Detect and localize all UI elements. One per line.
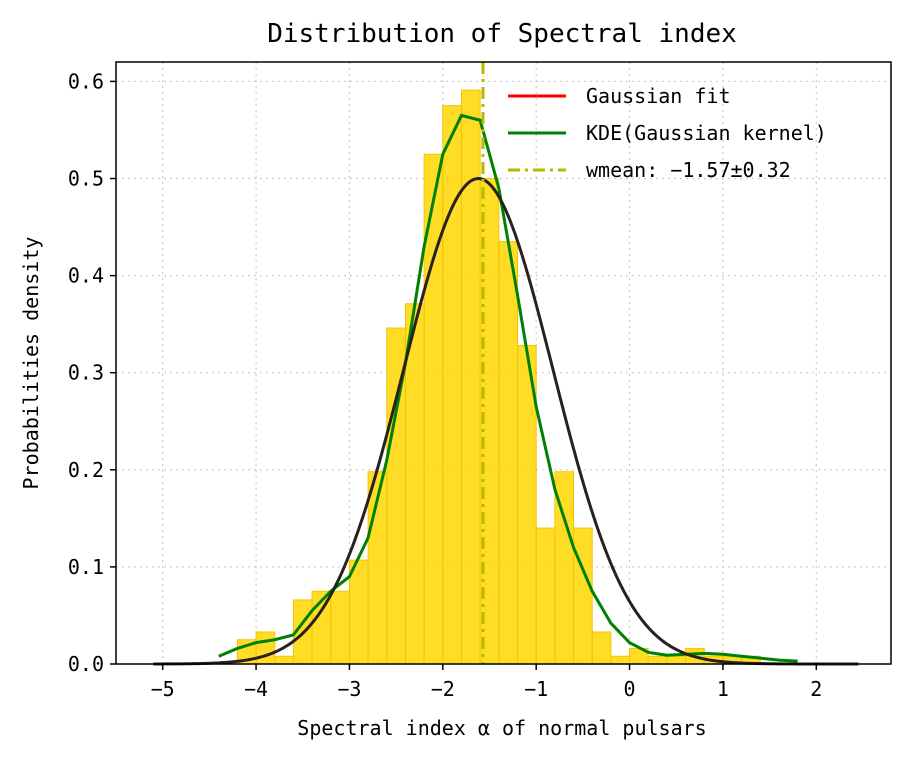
- y-tick-label: 0.3: [68, 361, 104, 385]
- y-axis-label: Probabilities density: [19, 237, 43, 490]
- histogram-bar: [255, 631, 276, 665]
- x-tick-label: −4: [244, 677, 268, 701]
- chart-title: Distribution of Spectral index: [267, 19, 737, 49]
- legend-label-wmean: wmean: −1.57±0.32: [586, 158, 791, 182]
- x-tick-label: −3: [337, 677, 361, 701]
- y-tick-label: 0.2: [68, 458, 104, 482]
- histogram-bar: [573, 527, 593, 665]
- y-tick-label: 0.6: [68, 69, 104, 93]
- x-tick-label: 0: [624, 677, 636, 701]
- x-tick-label: 1: [717, 677, 729, 701]
- legend-label-gaussian-fit: Gaussian fit: [586, 84, 731, 108]
- histogram-bar: [498, 241, 519, 665]
- plot-frame: [115, 61, 892, 665]
- x-axis-label: Spectral index α of normal pulsars: [297, 716, 706, 740]
- histogram-bar: [274, 655, 294, 665]
- kde-line: [218, 113, 798, 663]
- y-tick-label: 0.1: [68, 555, 104, 579]
- gaussian-fit-line: [153, 177, 859, 666]
- histogram-bar: [610, 655, 631, 665]
- histogram-bar: [591, 631, 612, 665]
- y-tick-label: 0.0: [68, 652, 104, 676]
- histogram-bar: [460, 89, 481, 665]
- x-tick-label: 2: [810, 677, 822, 701]
- x-axis-ticks: −5 −4 −3 −2 −1 0 1 2: [151, 664, 822, 701]
- histogram-bar: [330, 590, 350, 665]
- y-tick-label: 0.4: [68, 264, 104, 288]
- x-tick-label: −5: [151, 677, 175, 701]
- y-axis-ticks: 0.0 0.1 0.2 0.3 0.4 0.5 0.6: [68, 69, 116, 676]
- histogram-bar: [442, 105, 462, 665]
- histogram-bar: [404, 303, 425, 665]
- histogram-bar: [647, 655, 668, 665]
- histogram-bar: [666, 655, 687, 665]
- series-lines: [153, 62, 859, 666]
- legend: Gaussian fit KDE(Gaussian kernel) wmean:…: [508, 84, 827, 182]
- x-tick-label: −2: [431, 677, 455, 701]
- x-tick-label: −1: [524, 677, 548, 701]
- legend-label-kde: KDE(Gaussian kernel): [586, 121, 827, 145]
- histogram-bar: [535, 527, 556, 665]
- y-tick-label: 0.5: [68, 167, 104, 191]
- histogram-bar: [348, 559, 369, 665]
